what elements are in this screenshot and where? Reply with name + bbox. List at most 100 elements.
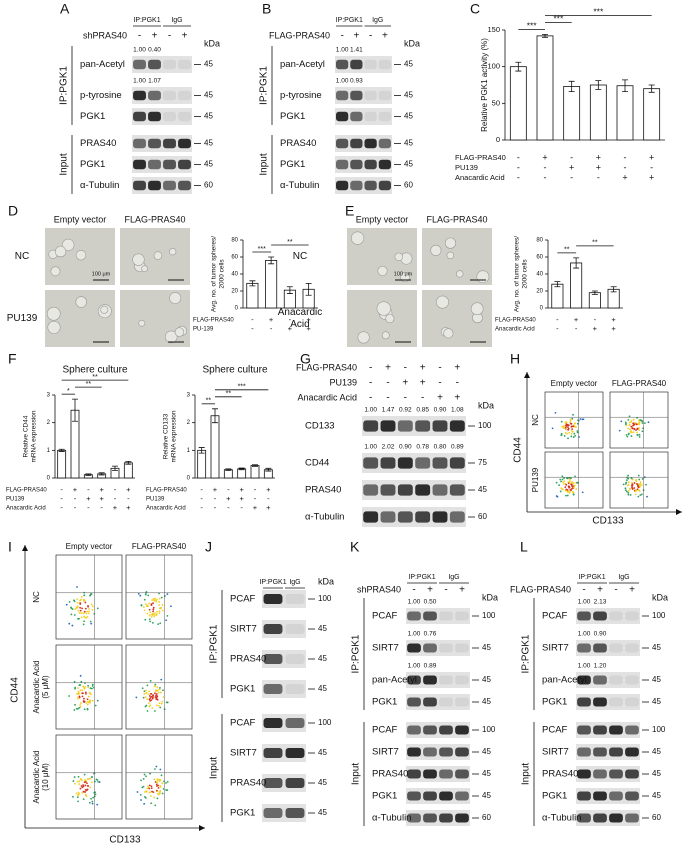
- blot-band: [378, 111, 392, 122]
- event-dot: [647, 421, 650, 424]
- event-dot: [646, 495, 648, 498]
- event-dot: [149, 680, 152, 682]
- arrow-head: [676, 509, 682, 515]
- blot-band: [335, 111, 349, 122]
- error-bar: [286, 286, 293, 294]
- event-dot: [561, 425, 564, 428]
- bar: [223, 469, 233, 479]
- event-dot: [83, 594, 86, 597]
- event-dot: [157, 623, 160, 625]
- group-label: IP:PGK1: [521, 634, 532, 673]
- blot-band: [364, 111, 377, 122]
- blot-band: [364, 90, 377, 101]
- blot-strip: [335, 135, 392, 152]
- error-bar: [622, 79, 628, 92]
- event-dot: [165, 619, 168, 622]
- event-dot: [160, 596, 163, 599]
- blot-band: [455, 643, 469, 653]
- event-dot: [77, 687, 80, 689]
- event-dot: [169, 605, 172, 608]
- y-tick-label: 1: [187, 448, 191, 454]
- event-dot: [631, 488, 634, 490]
- event-dot: [632, 424, 634, 427]
- blot-band: [577, 675, 591, 685]
- event-dot: [159, 768, 162, 771]
- row-label: PRAS40: [80, 138, 116, 149]
- treatment-sign: -: [444, 585, 447, 596]
- event-dot: [157, 787, 160, 789]
- condition-label: Anacardic Acid: [455, 173, 505, 182]
- kda-title: kDa: [652, 592, 668, 602]
- row-label: p-tyrosine: [80, 90, 122, 101]
- y-axis-label: CD44: [513, 437, 524, 463]
- event-dot: [158, 597, 161, 600]
- treatment-sign: +: [382, 31, 388, 42]
- event-dot: [79, 787, 82, 790]
- blot-band: [363, 511, 379, 523]
- column-label: FLAG-PRAS40: [612, 379, 667, 388]
- event-dot: [145, 691, 148, 694]
- blot-band: [625, 643, 639, 653]
- blot-band: [439, 697, 453, 707]
- blot-band: [415, 420, 431, 432]
- tumor-sphere: [47, 320, 61, 334]
- flow-plot: [544, 391, 604, 449]
- bar: [589, 84, 607, 141]
- event-dot: [153, 613, 155, 616]
- event-dot: [156, 686, 159, 689]
- tumor-sphere: [62, 238, 75, 252]
- event-dot: [75, 707, 78, 710]
- event-dot: [149, 620, 151, 623]
- event-dot: [151, 612, 154, 615]
- condition-sign: +: [649, 172, 654, 182]
- event-dot: [143, 773, 146, 776]
- treatment-sign: -: [412, 585, 415, 596]
- blot-band: [364, 138, 377, 149]
- event-dot: [152, 606, 155, 609]
- ip-header: IP:PGK1: [336, 17, 363, 24]
- event-dot: [148, 614, 151, 617]
- event-dot: [79, 606, 82, 609]
- bar: [643, 88, 661, 141]
- event-dot: [161, 604, 164, 606]
- event-dot: [139, 594, 142, 597]
- ip-header: IgG: [289, 579, 300, 586]
- blot-strip: [335, 87, 392, 104]
- event-dot: [630, 435, 633, 437]
- blot-strip: [132, 177, 192, 194]
- event-dot: [152, 610, 155, 613]
- event-dot: [641, 420, 644, 423]
- significance-label: ***: [593, 7, 604, 17]
- event-dot: [136, 791, 139, 793]
- ip-header: IgG: [372, 17, 383, 24]
- tumor-sphere: [46, 306, 61, 321]
- blot-band: [625, 791, 639, 801]
- event-dot: [90, 797, 93, 800]
- row-label: Anacardic Acid: [32, 661, 41, 714]
- event-dot: [90, 693, 92, 696]
- bar: [237, 468, 247, 479]
- event-dot: [85, 702, 88, 704]
- blot-band: [415, 457, 431, 469]
- blot-band: [263, 683, 283, 695]
- event-dot: [640, 484, 643, 487]
- quant-value: 2.02: [382, 444, 395, 451]
- row-label: PCAF: [230, 718, 256, 729]
- event-dot: [83, 697, 85, 700]
- event-dot: [76, 796, 79, 799]
- kda-marker: 45: [482, 747, 491, 756]
- condition-sign: +: [574, 315, 579, 324]
- event-dot: [142, 785, 145, 788]
- kda-title: kDa: [478, 400, 494, 410]
- ip-header: IgG: [171, 17, 182, 24]
- condition-sign: +: [622, 172, 627, 182]
- blot-band: [593, 769, 607, 779]
- event-dot: [155, 765, 158, 768]
- quant-value: 1.41: [350, 47, 363, 54]
- treatment-sign: -: [369, 363, 372, 374]
- event-dot: [561, 475, 564, 478]
- panel-letter: C: [470, 1, 480, 17]
- treatment-sign: +: [385, 363, 391, 374]
- y-axis-label: Avg. no. of tumor spheres/: [211, 236, 218, 312]
- event-dot: [78, 684, 81, 687]
